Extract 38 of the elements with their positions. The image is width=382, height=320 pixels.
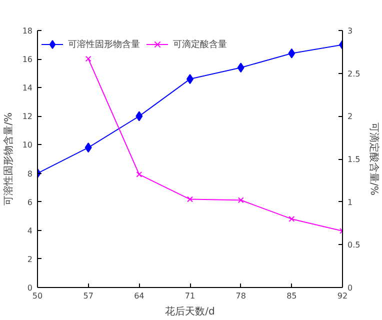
x-tick-label: 85 bbox=[286, 292, 297, 300]
point bbox=[187, 196, 193, 202]
point bbox=[238, 197, 244, 204]
y2-tick-label: 1.5 bbox=[348, 155, 360, 164]
y-tick-label: 6 bbox=[27, 198, 33, 207]
x-tick-label: 92 bbox=[337, 292, 348, 300]
y-axis-title: 可溶性固形物含量/% bbox=[2, 112, 14, 206]
y2-axis-title: 可滴定酸含量/% bbox=[368, 122, 380, 196]
y2-tick-label: 2.5 bbox=[348, 69, 360, 78]
y2-tick-label: 0.5 bbox=[348, 240, 360, 250]
legend-label: 可溶性固形物含量 bbox=[68, 38, 140, 50]
point bbox=[136, 171, 142, 178]
x-axis-title: 花后天数/d bbox=[165, 306, 215, 318]
point bbox=[85, 56, 92, 62]
point bbox=[237, 62, 244, 73]
x-tick-label: 57 bbox=[83, 292, 94, 300]
legend-label: 可滴定酸含量 bbox=[173, 38, 227, 50]
y-tick-label: 14 bbox=[22, 84, 33, 93]
y-tick-label: 16 bbox=[22, 55, 33, 64]
y2-tick-label: 2 bbox=[348, 112, 353, 122]
y-tick-label: 2 bbox=[27, 254, 33, 264]
y-tick-label: 4 bbox=[27, 226, 33, 236]
point bbox=[84, 142, 92, 153]
y2-tick-label: 3 bbox=[348, 26, 353, 36]
point bbox=[288, 48, 296, 58]
y-tick-label: 12 bbox=[22, 112, 33, 122]
x-tick-label: 71 bbox=[184, 292, 196, 300]
y-tick-label: 8 bbox=[27, 169, 33, 178]
point bbox=[136, 111, 143, 122]
x-tick-label: 50 bbox=[32, 292, 43, 300]
point bbox=[288, 216, 295, 222]
y-tick-label: 18 bbox=[22, 26, 33, 36]
y2-tick-label: 1 bbox=[348, 198, 353, 207]
y-tick-label: 0 bbox=[27, 284, 33, 292]
x-tick-label: 64 bbox=[134, 292, 144, 300]
x-tick-label: 78 bbox=[236, 292, 246, 300]
y-tick-label: 10 bbox=[22, 140, 33, 150]
y2-tick-label: 0 bbox=[348, 284, 353, 292]
